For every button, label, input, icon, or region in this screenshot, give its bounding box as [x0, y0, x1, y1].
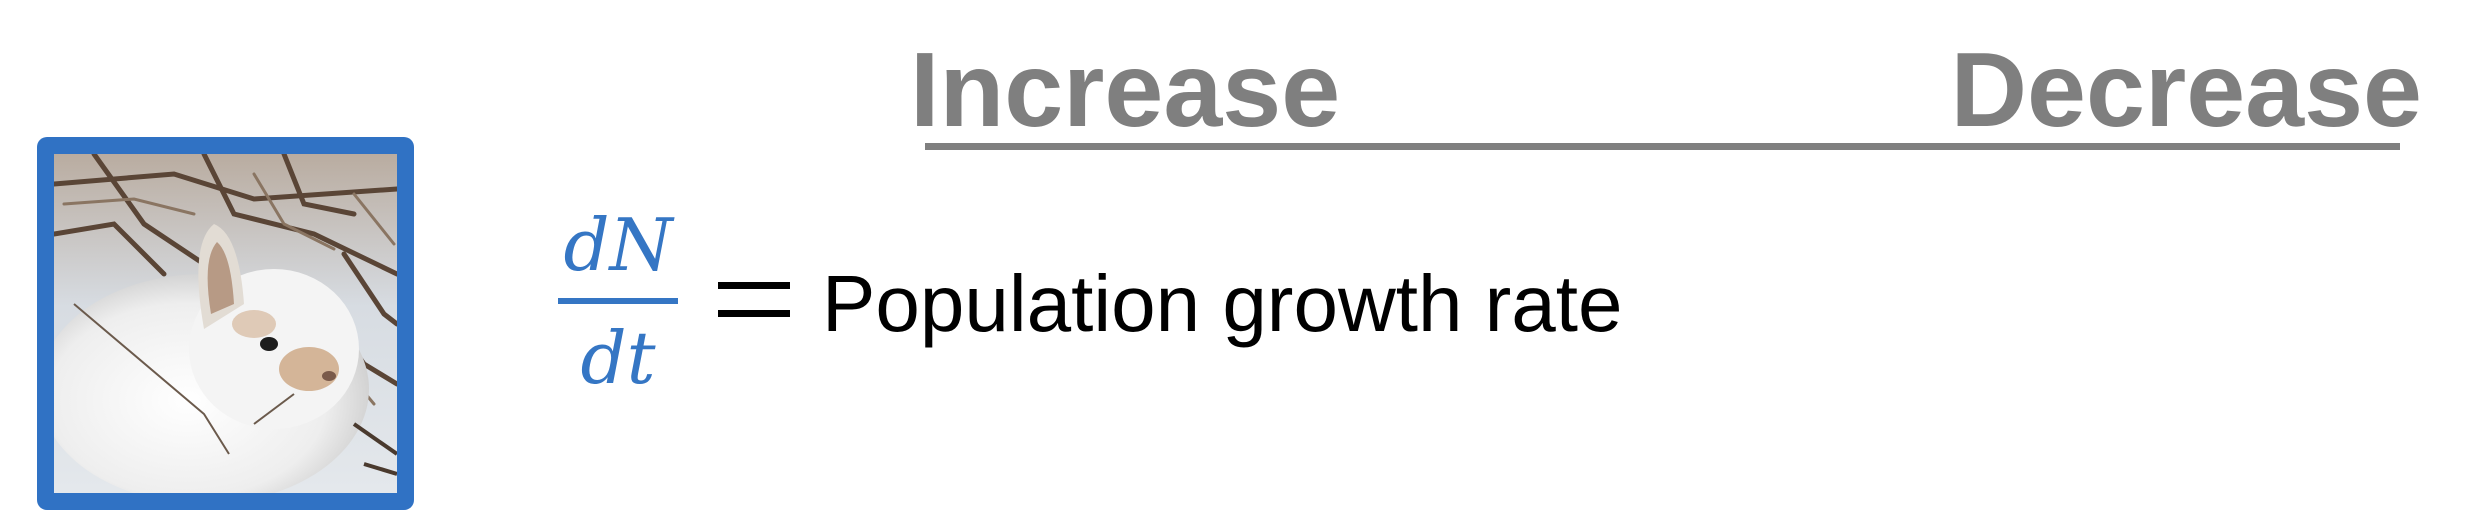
- fraction-bar: [558, 298, 678, 304]
- equals-sign: [718, 282, 790, 318]
- derivative-fraction: dN dt: [553, 200, 683, 410]
- heading-divider: [925, 143, 2400, 150]
- equals-bottom-bar: [718, 310, 790, 317]
- fraction-numerator: dN: [563, 203, 673, 287]
- equals-top-bar: [718, 282, 790, 289]
- fraction-denominator: dt: [580, 316, 656, 400]
- hare-photo-frame: [37, 137, 414, 510]
- growth-rate-definition: Population growth rate: [822, 259, 1623, 348]
- increase-heading: Increase: [910, 31, 1341, 149]
- decrease-heading: Decrease: [1950, 31, 2422, 149]
- hare-photo: [54, 154, 397, 493]
